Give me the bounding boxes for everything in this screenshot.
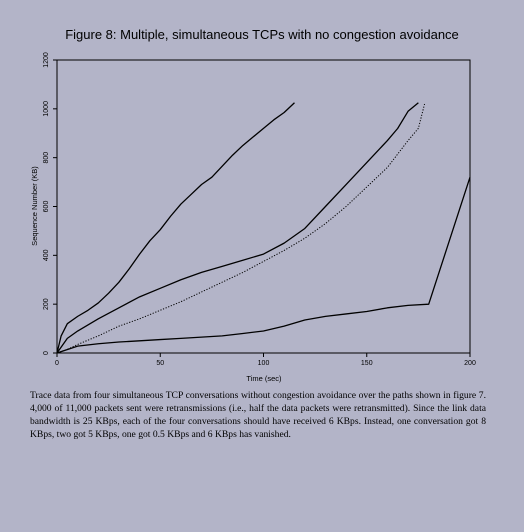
y-tick-label-3: 600 [43,201,50,213]
series-line-1 [56,102,295,354]
series-layer [56,102,471,354]
x-tick-label-0: 0 [55,360,59,367]
y-tick-label-6: 1200 [43,52,50,68]
x-axis: 0 50 100 150 200 [55,353,476,367]
y-tick-label-0: 0 [43,351,50,355]
x-tick-label-1: 50 [156,360,164,367]
figure-title: Figure 8: Multiple, simultaneous TCPs wi… [65,27,459,42]
y-tick-label-5: 1000 [43,101,50,117]
y-axis-label: Sequence Number (KB) [30,166,39,246]
y-tick-label-2: 400 [43,249,50,261]
x-tick-label-3: 150 [361,360,373,367]
plot-frame [56,59,471,354]
x-axis-label: Time (sec) [246,374,282,383]
x-tick-label-4: 200 [464,360,476,367]
series-line-4 [56,176,471,354]
x-tick-label-2: 100 [258,360,270,367]
series-line-2 [56,102,419,354]
y-tick-label-1: 200 [43,298,50,310]
series-line-3 [56,103,426,354]
y-axis: 0 200 400 600 800 1000 1200 [43,52,57,355]
y-tick-label-4: 800 [43,152,50,164]
figure-caption: Trace data from four simultaneous TCP co… [30,390,486,440]
